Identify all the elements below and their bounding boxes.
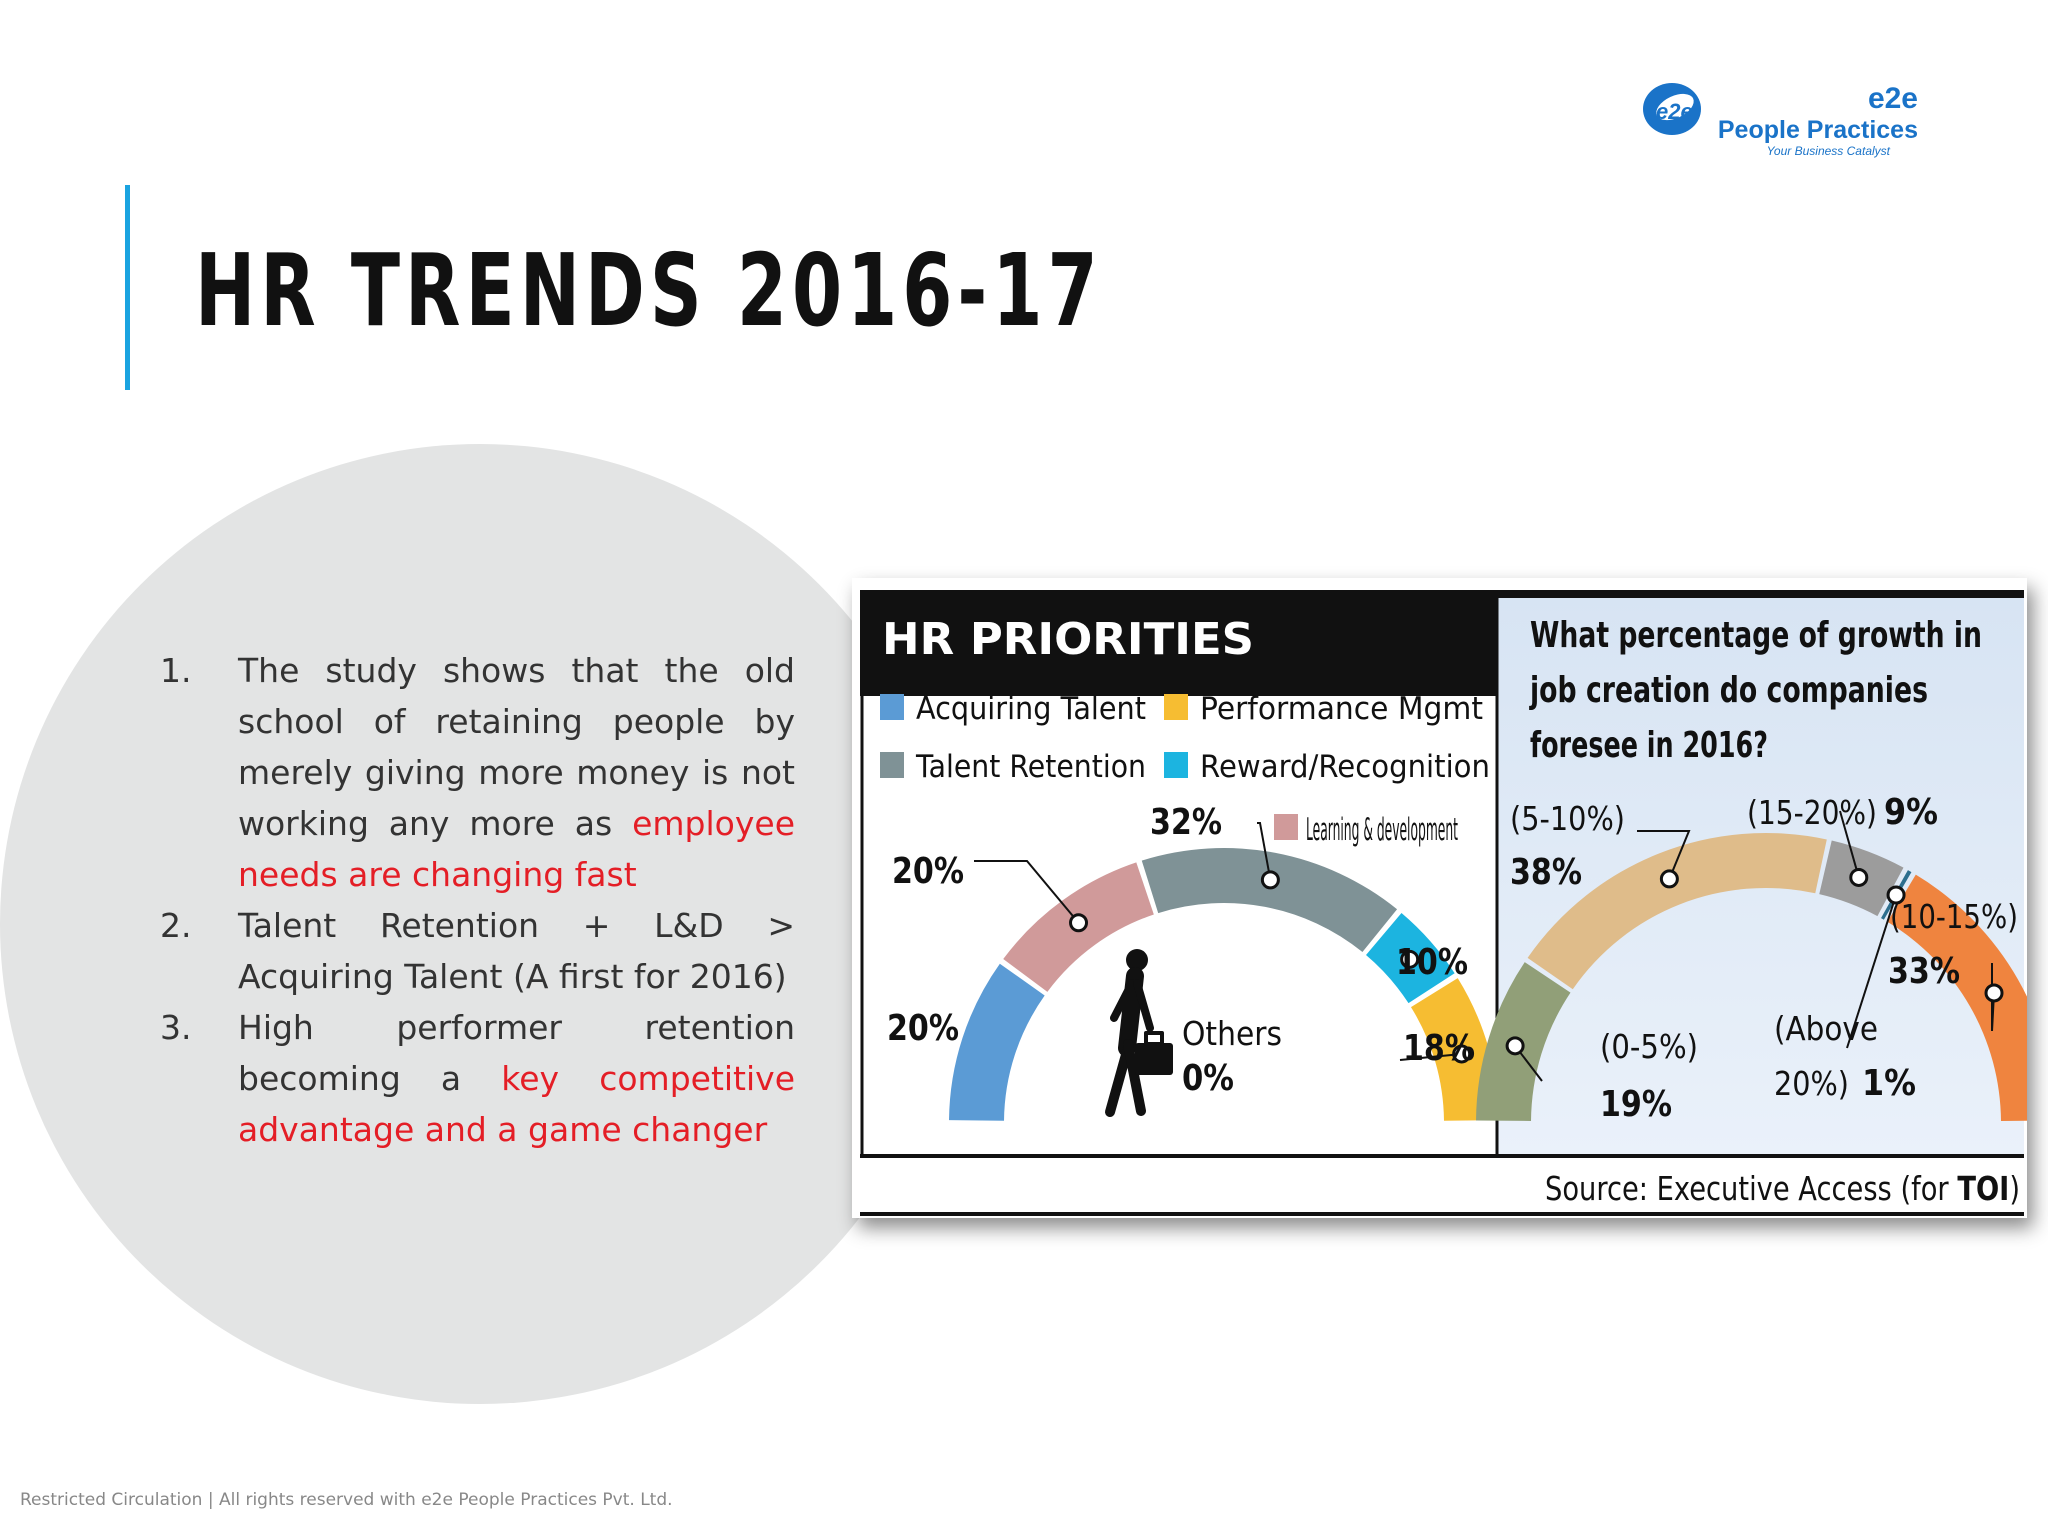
leader-dot: [1069, 913, 1089, 933]
slice-value-label: 1%: [1862, 1063, 1916, 1104]
infographic-canvas: HR PRIORITIES Acquiring Talent Performan…: [860, 590, 2027, 1216]
slice-category-label: (Above: [1774, 1009, 1878, 1048]
hr-priorities-infographic: HR PRIORITIES Acquiring Talent Performan…: [852, 578, 2027, 1218]
leader-line: [1637, 830, 1691, 880]
chart2-title-line: job creation do companies: [1529, 670, 1928, 711]
leader-dot: [1984, 983, 2004, 1003]
leader-dot: [1400, 949, 1420, 969]
slice-value-label: 33%: [1888, 951, 1960, 992]
legend-swatch: [1164, 752, 1188, 778]
source-credit: Source: Executive Access (for TOI): [1545, 1169, 2020, 1208]
donut-segment-2: [1527, 833, 1827, 990]
list-item-number: 3.: [160, 1008, 192, 1047]
list-item: 3. High performer retention becoming a k…: [160, 1002, 795, 1155]
donut-segment-5: [1887, 874, 2027, 1121]
findings-list: 1. The study shows that the old school o…: [160, 645, 795, 1155]
leader-line: [1399, 1052, 1462, 1061]
chart2-labels: (5-10%) 38% (15-20%) 9% (10-15%) 33% (Ab…: [1510, 792, 2018, 1125]
slice-value-label: 32%: [1150, 802, 1222, 843]
slice-value-label: 38%: [1510, 852, 1582, 893]
list-item-text: Talent Retention + L&D > Acquiring Talen…: [238, 906, 795, 996]
others-value: 0%: [1182, 1058, 1234, 1099]
slice-category-label: (5-10%): [1510, 799, 1625, 838]
list-item-highlight: employee needs are changing fast: [238, 804, 795, 894]
e2e-logo-icon: e2e: [1643, 83, 1701, 135]
legend-label: Reward/Recognition: [1200, 749, 1490, 785]
legend-swatch: [880, 694, 904, 720]
company-logo: e2e e2e People Practices Your Business C…: [1640, 72, 1930, 162]
list-item-highlight: key competitive advantage and a game cha…: [238, 1059, 795, 1149]
legend-swatch: [880, 752, 904, 778]
leader-line: [1846, 894, 1898, 1049]
slice-value-label: 9%: [1884, 792, 1938, 833]
walking-businessman-icon: [1105, 949, 1173, 1117]
chart1-title: HR PRIORITIES: [882, 614, 1254, 665]
chart2-title-line: foresee in 2016?: [1530, 725, 1768, 766]
title-accent-bar: [125, 185, 130, 390]
chart1-leader-lines: [974, 822, 1472, 1064]
slice-value-label: 20%: [892, 851, 964, 892]
slice-category-label: 20%): [1774, 1064, 1849, 1103]
hr-priorities-title-bar: [860, 598, 1500, 696]
slice-value-label: 19%: [1600, 1084, 1672, 1125]
leader-dot: [1260, 870, 1280, 890]
logo-tagline: Your Business Catalyst: [1766, 144, 1890, 158]
leader-line: [974, 860, 1080, 924]
background-circle: [0, 444, 960, 1404]
list-item-number: 1.: [160, 651, 192, 690]
list-item: 2. Talent Retention + L&D > Acquiring Ta…: [160, 900, 795, 1002]
chart2-title: What percentage of growth in job creatio…: [1529, 615, 1982, 766]
donut-segment-1: [949, 963, 1045, 1121]
legend-label: Learning & development: [1306, 812, 1458, 848]
leader-dot: [1849, 867, 1869, 887]
slice-value-label: 18%: [1403, 1028, 1475, 1069]
logo-mark-text: e2e: [1656, 99, 1693, 124]
list-item-number: 2.: [160, 906, 192, 945]
logo-name: People Practices: [1717, 116, 1918, 144]
slice-value-label: 10%: [1396, 942, 1468, 983]
legend-swatch: [1274, 814, 1298, 840]
leader-dot: [1659, 869, 1679, 889]
leader-dot: [1452, 1044, 1472, 1064]
chart1-legend: Acquiring Talent Performance Mgmt Talent…: [880, 691, 1490, 785]
leader-dot: [1886, 885, 1906, 905]
logo-brand: e2e: [1867, 82, 1918, 115]
slice-category-label: (15-20%): [1747, 793, 1877, 832]
source-bold: TOI: [1957, 1169, 2009, 1208]
leader-line: [1257, 822, 1272, 881]
top-rule: [860, 590, 2024, 598]
legend-label: Performance Mgmt: [1200, 691, 1483, 727]
footer-text: Restricted Circulation | All rights rese…: [20, 1490, 673, 1510]
legend-label: Talent Retention: [915, 749, 1146, 785]
list-item-text: The study shows that the old school of r…: [238, 651, 795, 843]
chart1-labels: Learning & development 20% 20% 32% 10% 1…: [887, 802, 1475, 1099]
slice-category-label: (10-15%): [1890, 897, 2018, 936]
slice-value-label: 20%: [887, 1008, 959, 1049]
leader-line: [1839, 810, 1860, 878]
list-item: 1. The study shows that the old school o…: [160, 645, 795, 900]
list-item-text: High performer retention becoming a: [238, 1008, 795, 1098]
leader-dot: [1505, 1036, 1525, 1056]
donut-segment-3: [1141, 848, 1398, 953]
legend-label: Acquiring Talent: [916, 691, 1146, 727]
chart2-leader-lines: [1505, 810, 2004, 1082]
legend-swatch: [1164, 694, 1188, 720]
others-label: Others: [1182, 1014, 1282, 1053]
source-text-end: ): [2009, 1169, 2020, 1208]
slide-title: HR TRENDS 2016-17: [195, 232, 1103, 349]
slice-category-label: (0-5%): [1600, 1027, 1698, 1066]
source-text: Source: Executive Access (for: [1545, 1169, 1957, 1208]
chart2-title-line: What percentage of growth in: [1530, 615, 1982, 656]
